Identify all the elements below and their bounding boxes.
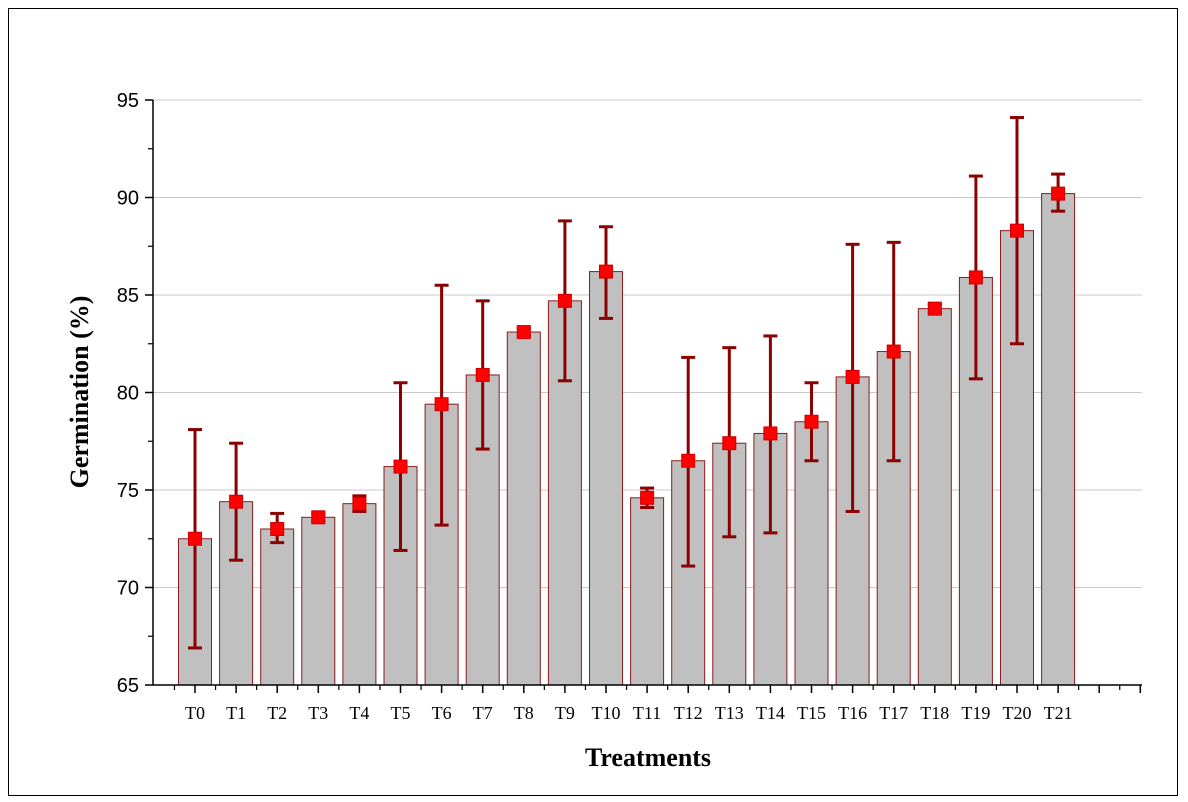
y-tick-label-85: 85 <box>117 285 139 307</box>
x-tick-label-T10: T10 <box>592 703 621 723</box>
bar-T3 <box>301 516 336 686</box>
x-tick-label-T15: T15 <box>797 703 826 723</box>
y-tick-label-70: 70 <box>117 578 139 600</box>
x-tick-label-T7: T7 <box>473 703 493 723</box>
bar-T8 <box>506 331 541 686</box>
mean-markers <box>188 186 1066 546</box>
x-tick-label-T19: T19 <box>961 703 990 723</box>
x-tick-label-T1: T1 <box>226 703 246 723</box>
x-tick-label-T2: T2 <box>267 703 287 723</box>
bar-T10 <box>589 271 623 686</box>
marker-T1 <box>229 494 244 509</box>
y-tick-label-90: 90 <box>117 188 139 210</box>
x-tick-label-T20: T20 <box>1003 703 1032 723</box>
x-tick-label-T11: T11 <box>633 703 661 723</box>
x-axis-ticks: T0 T1 T2 T3 T4 T5 T6 T7 T8 T9 T10 T11 T12 T13 T14 T15 T1… <box>173 685 1142 723</box>
marker-T8 <box>516 325 531 340</box>
marker-T6 <box>434 397 449 412</box>
y-tick-label-65: 65 <box>117 675 139 697</box>
bar-T4 <box>342 503 377 686</box>
x-tick-label-T3: T3 <box>308 703 328 723</box>
y-axis-title: Germination (%) <box>65 296 94 489</box>
y-tick-label-95: 95 <box>117 90 139 112</box>
y-axis-ticks: 65 70 75 80 85 90 95 <box>117 90 153 697</box>
marker-T13 <box>722 436 737 451</box>
marker-T7 <box>475 367 490 382</box>
x-tick-label-T6: T6 <box>432 703 452 723</box>
bar-T15 <box>794 421 829 686</box>
bar-T2 <box>260 528 295 686</box>
bar-T18 <box>917 308 952 686</box>
marker-T20 <box>1010 223 1024 238</box>
x-tick-label-T18: T18 <box>920 703 949 723</box>
marker-T9 <box>557 293 572 308</box>
bars <box>178 193 1076 686</box>
x-axis-title: Treatments <box>585 743 711 772</box>
marker-T19 <box>968 270 983 285</box>
x-tick-label-T9: T9 <box>555 703 575 723</box>
marker-T10 <box>599 264 613 279</box>
marker-T17 <box>886 344 901 359</box>
y-tick-label-80: 80 <box>117 383 139 405</box>
x-tick-label-T5: T5 <box>391 703 411 723</box>
marker-T0 <box>188 531 202 546</box>
marker-T4 <box>352 496 367 511</box>
marker-T3 <box>311 510 326 525</box>
bar-T11 <box>630 497 665 686</box>
marker-T11 <box>640 490 655 505</box>
bar-T21 <box>1041 193 1076 686</box>
x-tick-label-T0: T0 <box>185 703 205 723</box>
marker-T5 <box>393 459 408 474</box>
x-tick-label-T13: T13 <box>715 703 744 723</box>
x-tick-label-T14: T14 <box>756 703 785 723</box>
x-tick-label-T21: T21 <box>1044 703 1073 723</box>
marker-T16 <box>845 369 860 384</box>
marker-T2 <box>270 522 285 536</box>
x-tick-label-T17: T17 <box>879 703 908 723</box>
x-tick-label-T16: T16 <box>838 703 867 723</box>
marker-T14 <box>763 426 778 441</box>
marker-T21 <box>1051 186 1066 201</box>
x-tick-label-T8: T8 <box>514 703 534 723</box>
y-tick-label-75: 75 <box>117 480 139 502</box>
x-tick-label-T4: T4 <box>349 703 369 723</box>
x-tick-label-T12: T12 <box>674 703 703 723</box>
marker-T18 <box>927 301 942 316</box>
marker-T15 <box>804 414 819 429</box>
marker-T12 <box>681 453 696 468</box>
